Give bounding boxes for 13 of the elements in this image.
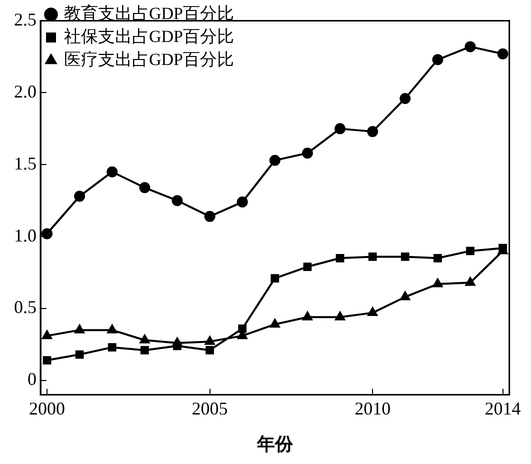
y-tick-label: 1.5	[14, 153, 36, 174]
legend-label: 社保支出占GDP百分比	[64, 26, 234, 46]
y-tick-label: 0.5	[14, 297, 36, 318]
x-tick-label: 2014	[484, 398, 521, 418]
y-tick-label: 1.0	[14, 225, 36, 246]
x-tick-label: 2000	[29, 398, 66, 418]
y-tick-label: 0	[28, 369, 36, 390]
y-tick-label: 2.0	[14, 81, 36, 102]
x-axis-title: 年份	[256, 434, 294, 454]
legend-label: 医疗支出占GDP百分比	[64, 50, 234, 69]
y-tick-label: 2.5	[14, 10, 36, 30]
x-tick-label: 2010	[354, 398, 391, 418]
x-tick-label: 2005	[192, 398, 228, 418]
